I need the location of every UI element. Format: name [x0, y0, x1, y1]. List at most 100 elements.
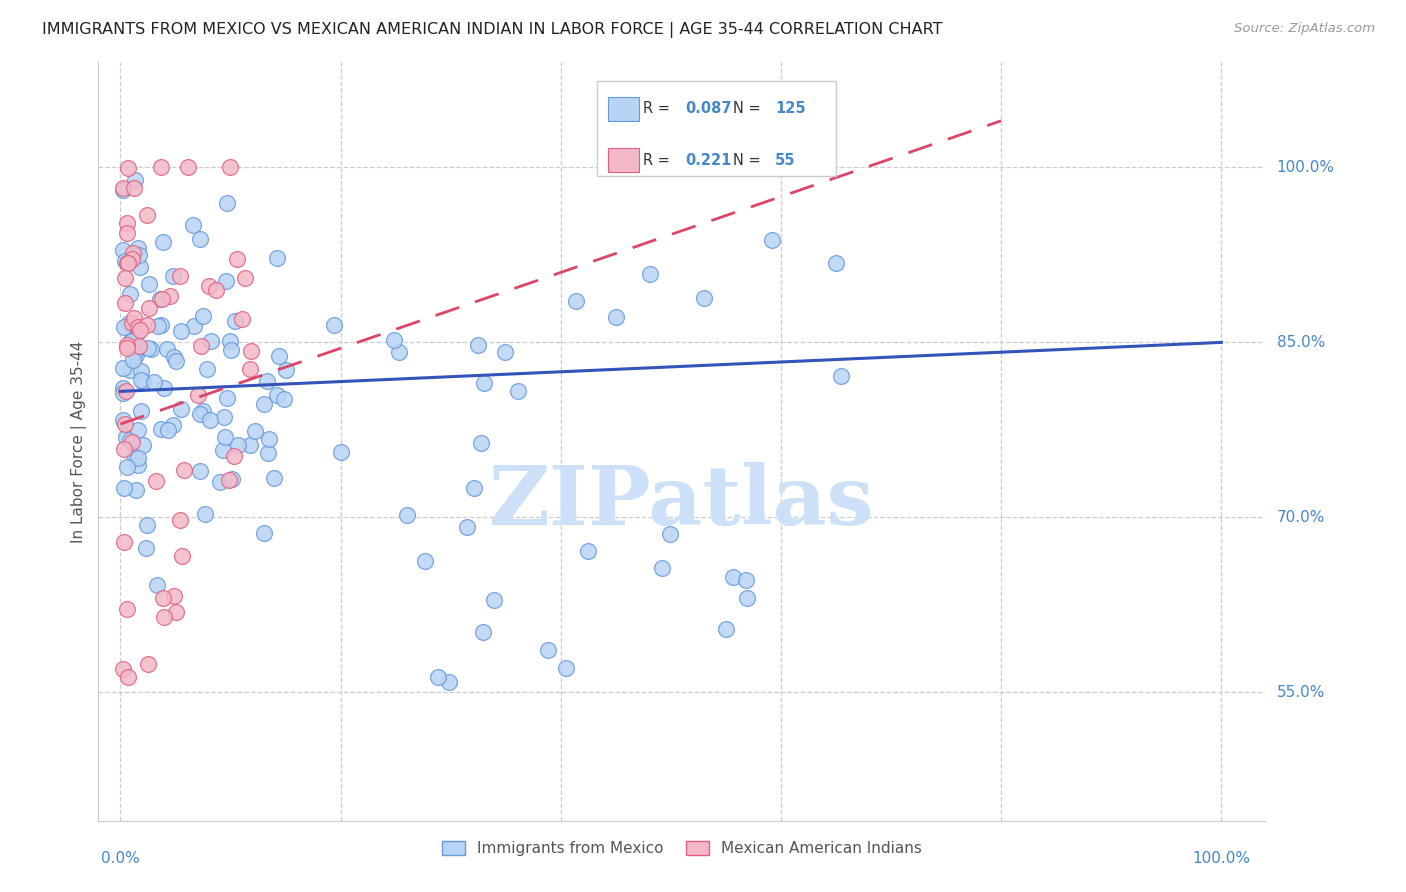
- Point: [125, 348, 148, 362]
- Point: [761, 233, 783, 247]
- Legend: Immigrants from Mexico, Mexican American Indians: Immigrants from Mexico, Mexican American…: [436, 835, 928, 863]
- Point: [221, 472, 243, 486]
- Point: [183, 218, 205, 232]
- Point: [138, 301, 160, 315]
- Point: [142, 375, 165, 389]
- Point: [187, 388, 209, 402]
- Point: [152, 292, 174, 306]
- Point: [111, 662, 134, 676]
- Point: [115, 384, 138, 398]
- Point: [129, 403, 152, 417]
- Point: [145, 474, 167, 488]
- Point: [170, 401, 193, 416]
- Point: [190, 338, 212, 352]
- Point: [734, 573, 756, 587]
- Point: [111, 386, 134, 401]
- Point: [239, 362, 262, 376]
- Point: [129, 260, 152, 275]
- Text: 100.0%: 100.0%: [1192, 851, 1250, 866]
- Point: [225, 252, 247, 266]
- Point: [121, 435, 143, 450]
- Point: [138, 277, 160, 291]
- Point: [135, 541, 157, 555]
- Point: [825, 256, 848, 270]
- Point: [330, 445, 353, 459]
- Point: [115, 216, 138, 230]
- Point: [131, 437, 153, 451]
- Point: [273, 392, 295, 406]
- Point: [111, 244, 134, 258]
- Text: 55.0%: 55.0%: [1277, 685, 1324, 700]
- Point: [638, 267, 661, 281]
- Point: [165, 605, 187, 619]
- Point: [413, 554, 436, 568]
- Point: [114, 430, 136, 444]
- Point: [191, 309, 214, 323]
- Point: [159, 289, 181, 303]
- Point: [127, 423, 149, 437]
- Point: [163, 350, 186, 364]
- Text: 100.0%: 100.0%: [1277, 160, 1334, 175]
- FancyBboxPatch shape: [596, 81, 837, 177]
- Point: [191, 404, 214, 418]
- Point: [149, 422, 172, 436]
- Point: [198, 412, 221, 426]
- Point: [467, 338, 489, 352]
- Point: [205, 283, 228, 297]
- Point: [224, 449, 246, 463]
- Point: [256, 374, 278, 388]
- Point: [830, 369, 852, 384]
- Point: [208, 475, 231, 490]
- Point: [124, 345, 146, 359]
- Point: [124, 449, 146, 463]
- Point: [714, 622, 737, 636]
- Point: [117, 670, 139, 684]
- Point: [152, 235, 174, 249]
- Point: [253, 397, 276, 411]
- Text: 125: 125: [775, 101, 806, 116]
- Point: [111, 181, 134, 195]
- Point: [124, 173, 146, 187]
- Point: [263, 471, 285, 485]
- Point: [266, 251, 288, 265]
- Text: 0.221: 0.221: [685, 153, 731, 168]
- Point: [121, 252, 143, 266]
- Point: [145, 577, 167, 591]
- Point: [252, 526, 274, 541]
- Point: [578, 544, 600, 558]
- Point: [239, 344, 262, 359]
- Point: [231, 311, 253, 326]
- Point: [259, 432, 281, 446]
- Point: [128, 248, 150, 262]
- Point: [111, 183, 134, 197]
- Point: [506, 384, 529, 398]
- Point: [149, 292, 172, 306]
- Point: [122, 181, 145, 195]
- Point: [169, 269, 191, 284]
- Point: [188, 232, 211, 246]
- Point: [128, 339, 150, 353]
- Point: [218, 473, 240, 487]
- Point: [125, 326, 148, 340]
- Point: [214, 409, 236, 424]
- Point: [384, 333, 406, 347]
- Point: [120, 333, 142, 347]
- Point: [149, 318, 172, 332]
- Point: [129, 323, 152, 337]
- Point: [188, 464, 211, 478]
- Text: 85.0%: 85.0%: [1277, 334, 1324, 350]
- Point: [122, 245, 145, 260]
- Point: [120, 363, 142, 377]
- Point: [111, 360, 134, 375]
- Point: [117, 256, 139, 270]
- Point: [146, 318, 169, 333]
- Point: [149, 161, 172, 175]
- Point: [118, 286, 141, 301]
- Point: [132, 375, 155, 389]
- Point: [127, 241, 149, 255]
- Point: [117, 460, 139, 475]
- Point: [555, 661, 578, 675]
- Text: Source: ZipAtlas.com: Source: ZipAtlas.com: [1234, 22, 1375, 36]
- Point: [117, 337, 139, 351]
- Text: 70.0%: 70.0%: [1277, 510, 1324, 524]
